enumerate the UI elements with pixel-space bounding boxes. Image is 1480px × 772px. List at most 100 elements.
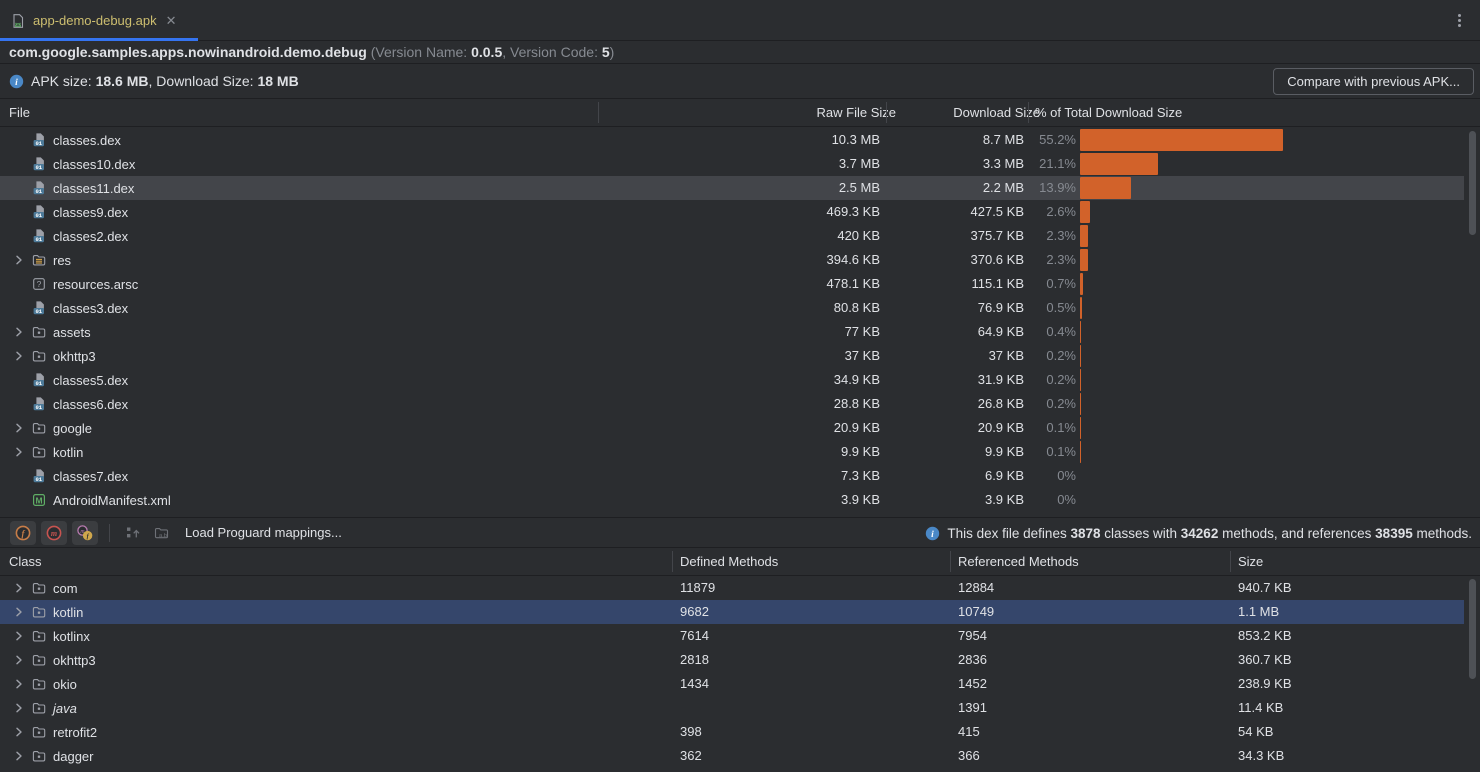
dex-file-icon: 01 xyxy=(30,228,48,244)
download-size: 2.2 MB xyxy=(983,176,1024,200)
class-row[interactable]: retrofit239841554 KB xyxy=(0,720,1464,744)
dex-toolbar: f m mf a.b Load Proguard mappings... i T… xyxy=(0,517,1480,548)
show-fields-toggle[interactable]: f xyxy=(10,521,36,545)
percent-label: 0.4% xyxy=(1046,320,1076,344)
apk-size-text: APK size: 18.6 MB, Download Size: 18 MB xyxy=(31,73,299,89)
raw-file-size: 7.3 KB xyxy=(841,464,880,488)
class-row[interactable]: kotlin9682107491.1 MB xyxy=(0,600,1464,624)
chevron-right-icon[interactable] xyxy=(10,348,28,364)
file-row[interactable]: 01classes5.dex34.9 KB31.9 KB0.2% xyxy=(0,368,1464,392)
chevron-right-icon[interactable] xyxy=(10,700,28,716)
class-row[interactable]: kotlinx76147954853.2 KB xyxy=(0,624,1464,648)
show-methods-toggle[interactable]: m xyxy=(41,521,67,545)
column-file[interactable]: File xyxy=(9,99,30,127)
chevron-right-icon[interactable] xyxy=(10,252,28,268)
close-icon[interactable]: ✕ xyxy=(166,14,177,27)
file-row[interactable]: res394.6 KB370.6 KB2.3% xyxy=(0,248,1464,272)
dex-file-icon: 01 xyxy=(30,132,48,148)
chevron-right-icon[interactable] xyxy=(10,580,28,596)
column-download-size[interactable]: Download Size xyxy=(953,99,1040,127)
file-row[interactable]: 01classes6.dex28.8 KB26.8 KB0.2% xyxy=(0,392,1464,416)
percent-label: 13.9% xyxy=(1039,176,1076,200)
defined-methods: 2818 xyxy=(680,648,709,672)
chevron-right-icon[interactable] xyxy=(10,604,28,620)
svg-text:01: 01 xyxy=(35,236,42,243)
defined-methods: 9682 xyxy=(680,600,709,624)
chevron-right-icon[interactable] xyxy=(10,420,28,436)
editor-tab-bar: app-demo-debug.apk ✕ xyxy=(0,0,1480,41)
file-row[interactable]: 01classes7.dex7.3 KB6.9 KB0% xyxy=(0,464,1464,488)
file-name: kotlin xyxy=(53,445,83,460)
file-name: classes.dex xyxy=(53,133,121,148)
download-size: 9.9 KB xyxy=(985,440,1024,464)
class-row[interactable]: dagger36236634.3 KB xyxy=(0,744,1464,768)
file-row[interactable]: 01classes9.dex469.3 KB427.5 KB2.6% xyxy=(0,200,1464,224)
file-row[interactable]: 01classes11.dex2.5 MB2.2 MB13.9% xyxy=(0,176,1464,200)
raw-file-size: 28.8 KB xyxy=(834,392,880,416)
column-percent[interactable]: % of Total Download Size xyxy=(1035,99,1182,127)
column-referenced-methods[interactable]: Referenced Methods xyxy=(958,548,1079,576)
column-size[interactable]: Size xyxy=(1238,548,1263,576)
file-row[interactable]: 01classes.dex10.3 MB8.7 MB55.2% xyxy=(0,128,1464,152)
file-row[interactable]: 01classes3.dex80.8 KB76.9 KB0.5% xyxy=(0,296,1464,320)
class-row[interactable]: java139111.4 KB xyxy=(0,696,1464,720)
download-size: 64.9 KB xyxy=(978,320,1024,344)
file-row[interactable]: 01classes10.dex3.7 MB3.3 MB21.1% xyxy=(0,152,1464,176)
raw-file-size: 37 KB xyxy=(845,344,880,368)
raw-file-size: 80.8 KB xyxy=(834,296,880,320)
download-size-value: 18 MB xyxy=(257,73,298,89)
tab-apk-file[interactable]: app-demo-debug.apk ✕ xyxy=(0,0,198,41)
file-row[interactable]: 01classes2.dex420 KB375.7 KB2.3% xyxy=(0,224,1464,248)
compare-apk-button[interactable]: Compare with previous APK... xyxy=(1273,68,1474,95)
percent-label: 0.1% xyxy=(1046,440,1076,464)
chevron-right-icon[interactable] xyxy=(10,628,28,644)
package-name: java xyxy=(53,701,77,716)
class-row[interactable]: okio14341452238.9 KB xyxy=(0,672,1464,696)
file-row[interactable]: kotlin9.9 KB9.9 KB0.1% xyxy=(0,440,1464,464)
referenced-methods: 2836 xyxy=(958,648,987,672)
percent-bar xyxy=(1080,177,1464,199)
column-raw-size[interactable]: Raw File Size xyxy=(817,99,896,127)
show-referenced-toggle[interactable]: mf xyxy=(72,521,98,545)
file-row[interactable]: assets77 KB64.9 KB0.4% xyxy=(0,320,1464,344)
chevron-right-icon[interactable] xyxy=(10,444,28,460)
svg-text:01: 01 xyxy=(35,212,42,219)
raw-file-size: 3.7 MB xyxy=(839,152,880,176)
percent-bar xyxy=(1080,441,1464,463)
file-name: classes7.dex xyxy=(53,469,128,484)
chevron-right-icon[interactable] xyxy=(10,676,28,692)
file-row[interactable]: okhttp337 KB37 KB0.2% xyxy=(0,344,1464,368)
more-options-icon[interactable] xyxy=(1452,11,1466,29)
deobfuscate-names-button[interactable]: a.b xyxy=(150,521,174,545)
raw-file-size: 3.9 KB xyxy=(841,488,880,512)
classes-scrollbar-thumb[interactable] xyxy=(1469,579,1476,679)
file-row[interactable]: MAndroidManifest.xml3.9 KB3.9 KB0% xyxy=(0,488,1464,512)
svg-text:01: 01 xyxy=(35,380,42,387)
file-row[interactable]: ?resources.arsc478.1 KB115.1 KB0.7% xyxy=(0,272,1464,296)
package-name: okio xyxy=(53,677,77,692)
chevron-right-icon[interactable] xyxy=(10,724,28,740)
svg-text:i: i xyxy=(932,530,935,540)
res-folder-icon xyxy=(30,252,48,268)
defined-methods: 362 xyxy=(680,744,702,768)
load-proguard-mappings-link[interactable]: Load Proguard mappings... xyxy=(185,525,342,540)
file-name: classes11.dex xyxy=(53,181,134,196)
raw-file-size: 394.6 KB xyxy=(827,248,881,272)
download-size: 6.9 KB xyxy=(985,464,1024,488)
files-scrollbar-thumb[interactable] xyxy=(1469,131,1476,235)
column-defined-methods[interactable]: Defined Methods xyxy=(680,548,778,576)
column-class[interactable]: Class xyxy=(9,548,42,576)
class-row[interactable]: okhttp328182836360.7 KB xyxy=(0,648,1464,672)
svg-text:01: 01 xyxy=(35,404,42,411)
chevron-right-icon[interactable] xyxy=(10,652,28,668)
percent-bar xyxy=(1080,129,1464,151)
dex-file-icon: 01 xyxy=(30,204,48,220)
file-row[interactable]: google20.9 KB20.9 KB0.1% xyxy=(0,416,1464,440)
percent-bar xyxy=(1080,201,1464,223)
svg-text:a.b: a.b xyxy=(159,532,167,538)
chevron-right-icon[interactable] xyxy=(10,324,28,340)
chevron-right-icon[interactable] xyxy=(10,748,28,764)
expand-tree-button[interactable] xyxy=(121,521,145,545)
class-row[interactable]: com1187912884940.7 KB xyxy=(0,576,1464,600)
file-name: classes2.dex xyxy=(53,229,128,244)
